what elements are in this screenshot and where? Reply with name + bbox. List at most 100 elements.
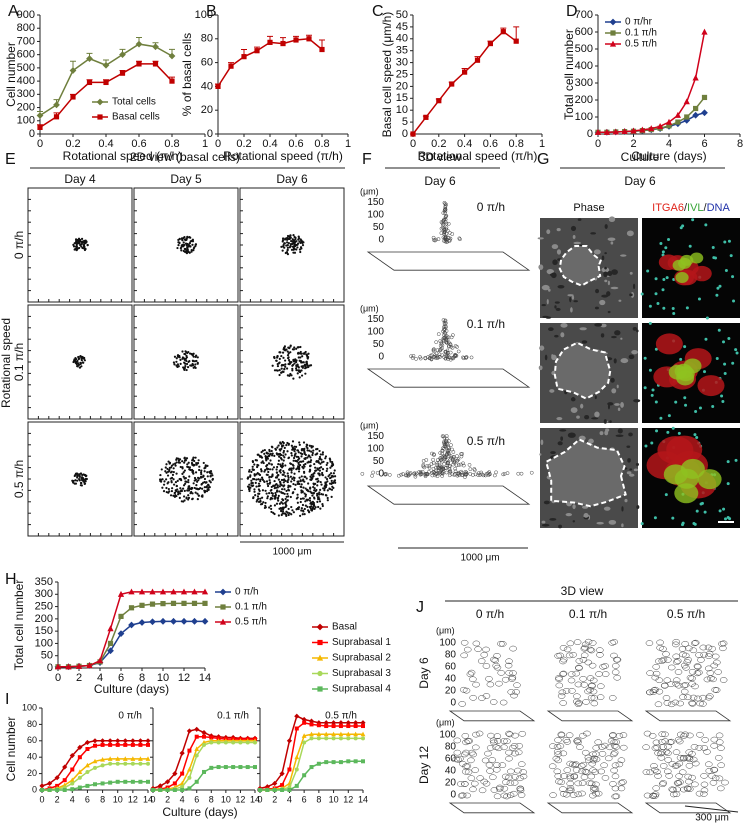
cell-dot bbox=[179, 487, 181, 489]
cell-ring bbox=[567, 641, 574, 646]
cell-dot bbox=[73, 245, 75, 247]
phase-cell bbox=[550, 451, 556, 454]
phase-cell bbox=[614, 358, 617, 363]
cell-dot bbox=[320, 484, 322, 486]
y-tick-label: 500 bbox=[17, 62, 35, 74]
cell-dot bbox=[290, 471, 292, 473]
cell-ring bbox=[498, 670, 505, 675]
marker bbox=[238, 765, 242, 769]
cell-ring bbox=[718, 763, 725, 768]
marker bbox=[324, 736, 328, 740]
phase-cell bbox=[621, 358, 629, 363]
cell-dot bbox=[299, 376, 301, 378]
cell-dot bbox=[461, 356, 464, 359]
cell-dot bbox=[197, 479, 199, 481]
cell-dot bbox=[79, 476, 81, 478]
cell-dot bbox=[298, 470, 300, 472]
marker bbox=[180, 788, 184, 792]
cell-dot bbox=[326, 462, 328, 464]
cell-dot bbox=[303, 465, 305, 467]
cell-dot bbox=[267, 495, 269, 497]
cell-dot bbox=[285, 490, 287, 492]
y-tick-label: 100 bbox=[17, 115, 35, 127]
cell-dot bbox=[77, 356, 79, 358]
cell-dot bbox=[284, 359, 286, 361]
y-tick-label: 60 bbox=[27, 735, 37, 745]
cell-dot bbox=[207, 475, 209, 477]
marker bbox=[462, 70, 467, 75]
y-tick-label: 80 bbox=[201, 33, 213, 45]
nucleus bbox=[732, 300, 735, 303]
cell-ring bbox=[590, 768, 597, 773]
phase-cell bbox=[621, 506, 623, 511]
cell-ring bbox=[513, 683, 520, 688]
marker bbox=[202, 770, 206, 774]
cell-dot bbox=[304, 500, 306, 502]
nucleus bbox=[649, 322, 652, 325]
nucleus bbox=[672, 312, 675, 315]
nucleus bbox=[686, 306, 689, 309]
cell-dot bbox=[177, 354, 179, 356]
cell-ring bbox=[650, 763, 657, 768]
cell-dot bbox=[269, 459, 271, 461]
z-tick-label: 150 bbox=[367, 314, 384, 325]
marker bbox=[692, 112, 699, 119]
nucleus bbox=[727, 482, 730, 485]
cell-dot bbox=[282, 371, 284, 373]
cell-dot bbox=[292, 465, 294, 467]
phase-cell bbox=[595, 289, 599, 293]
cell-dot bbox=[322, 453, 324, 455]
cell-dot bbox=[200, 483, 202, 485]
cell-dot bbox=[179, 359, 181, 361]
cell-ring bbox=[618, 780, 625, 785]
cell-dot bbox=[187, 479, 189, 481]
cell-dot bbox=[188, 485, 190, 487]
y-tick-label: 100 bbox=[575, 111, 593, 123]
x-tick-label: 0.8 bbox=[314, 138, 329, 150]
cell-dot bbox=[301, 374, 303, 376]
cell-dot bbox=[305, 361, 307, 363]
cell-dot bbox=[188, 489, 190, 491]
cell-dot bbox=[303, 353, 305, 355]
cell-dot bbox=[186, 252, 188, 254]
cell-ring bbox=[711, 767, 718, 772]
cell-dot bbox=[269, 468, 271, 470]
cell-dot bbox=[181, 350, 183, 352]
y-tick-label: 0 bbox=[587, 128, 593, 140]
y-tick-label: 0 bbox=[47, 662, 53, 674]
cell-dot bbox=[306, 506, 308, 508]
cell-dot bbox=[312, 452, 314, 454]
cell-dot bbox=[76, 480, 78, 482]
marker bbox=[339, 760, 343, 764]
marker bbox=[93, 766, 97, 770]
marker bbox=[361, 759, 365, 763]
x-tick-label: 0.4 bbox=[457, 138, 472, 150]
row-label: 0.5 π/h bbox=[12, 460, 26, 498]
marker bbox=[514, 39, 519, 44]
cell-dot bbox=[281, 514, 283, 516]
cell-dot bbox=[312, 475, 314, 477]
x-tick-label: 8 bbox=[737, 138, 743, 150]
cell-dot bbox=[171, 490, 173, 492]
phase-cell bbox=[571, 226, 576, 231]
stain-part: DNA bbox=[707, 202, 731, 214]
cell-ring bbox=[575, 792, 582, 797]
marker bbox=[146, 762, 150, 766]
cell-dot bbox=[80, 482, 82, 484]
cell-dot bbox=[297, 372, 299, 374]
cell-ring bbox=[701, 788, 708, 793]
cell-dot bbox=[204, 470, 206, 472]
cell-dot bbox=[77, 362, 79, 364]
cell-ring bbox=[490, 699, 497, 704]
phase-cell bbox=[627, 458, 631, 462]
marker bbox=[63, 788, 67, 792]
cell-ring bbox=[681, 689, 688, 694]
phase-cell bbox=[538, 264, 543, 270]
marker bbox=[123, 780, 127, 784]
phase-cell bbox=[559, 429, 566, 432]
phase-cell bbox=[570, 307, 573, 312]
cell-dot bbox=[289, 462, 291, 464]
marker bbox=[354, 724, 358, 728]
legend-marker bbox=[220, 589, 227, 596]
cell-dot bbox=[264, 505, 266, 507]
